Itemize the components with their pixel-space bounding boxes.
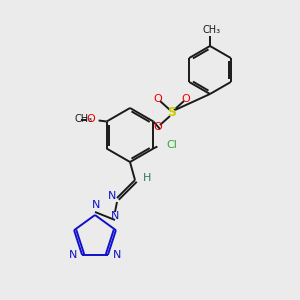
Text: O: O bbox=[154, 94, 162, 104]
Text: S: S bbox=[167, 106, 176, 119]
Text: N: N bbox=[113, 250, 121, 260]
Text: O: O bbox=[86, 115, 95, 124]
Text: O: O bbox=[182, 94, 190, 104]
Text: H: H bbox=[143, 173, 151, 183]
Text: CH₃: CH₃ bbox=[203, 25, 221, 35]
Text: O: O bbox=[154, 122, 162, 132]
Text: N: N bbox=[108, 191, 116, 201]
Text: Cl: Cl bbox=[167, 140, 177, 151]
Text: N: N bbox=[69, 250, 77, 260]
Text: CH₃: CH₃ bbox=[75, 115, 93, 124]
Text: N: N bbox=[111, 211, 119, 221]
Text: N: N bbox=[92, 200, 100, 210]
